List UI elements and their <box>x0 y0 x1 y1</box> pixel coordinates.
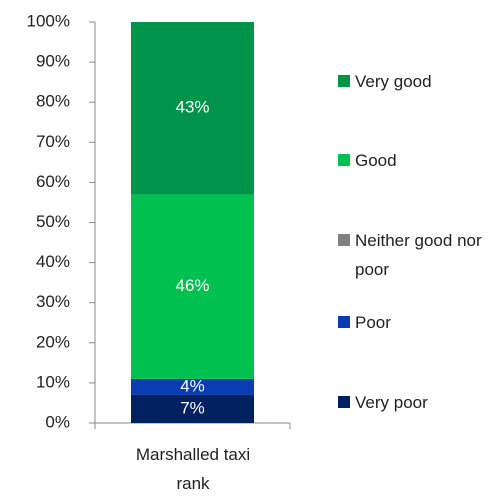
legend-label: Neither good nor poor <box>355 231 482 279</box>
bar-segment <box>131 394 254 423</box>
data-label: 7% <box>180 398 205 417</box>
legend-swatch <box>338 75 350 87</box>
legend-item: Good <box>338 146 495 175</box>
data-label: 46% <box>175 276 209 295</box>
legend-label: Very poor <box>355 393 428 412</box>
legend-label: Good <box>355 151 397 170</box>
legend-item: Very poor <box>338 388 495 417</box>
bar-segment <box>131 194 254 379</box>
legend-swatch <box>338 234 350 246</box>
y-tick-label: 0% <box>45 412 70 431</box>
y-tick-label: 20% <box>36 332 70 351</box>
bar-segment <box>131 22 254 195</box>
legend-label: Very good <box>355 72 432 91</box>
y-tick-label: 60% <box>36 172 70 191</box>
y-tick-label: 90% <box>36 52 70 71</box>
y-tick-label: 80% <box>36 92 70 111</box>
y-tick-label: 100% <box>27 11 70 30</box>
legend-swatch <box>338 154 350 166</box>
data-label: 43% <box>175 98 209 117</box>
y-tick-label: 40% <box>36 252 70 271</box>
legend-item: Neither good nor poor <box>338 226 485 284</box>
legend-swatch <box>338 316 350 328</box>
legend-swatch <box>338 396 350 408</box>
data-label: 4% <box>180 376 205 395</box>
y-tick-label: 70% <box>36 132 70 151</box>
y-tick-label: 10% <box>36 372 70 391</box>
legend-item: Poor <box>338 308 495 337</box>
y-tick-label: 30% <box>36 292 70 311</box>
legend-item: Very good <box>338 67 495 96</box>
y-tick-label: 50% <box>36 212 70 231</box>
x-tick-label: Marshalled taxi rank <box>135 445 251 493</box>
legend-label: Poor <box>355 313 391 332</box>
bar-segment <box>131 378 254 395</box>
